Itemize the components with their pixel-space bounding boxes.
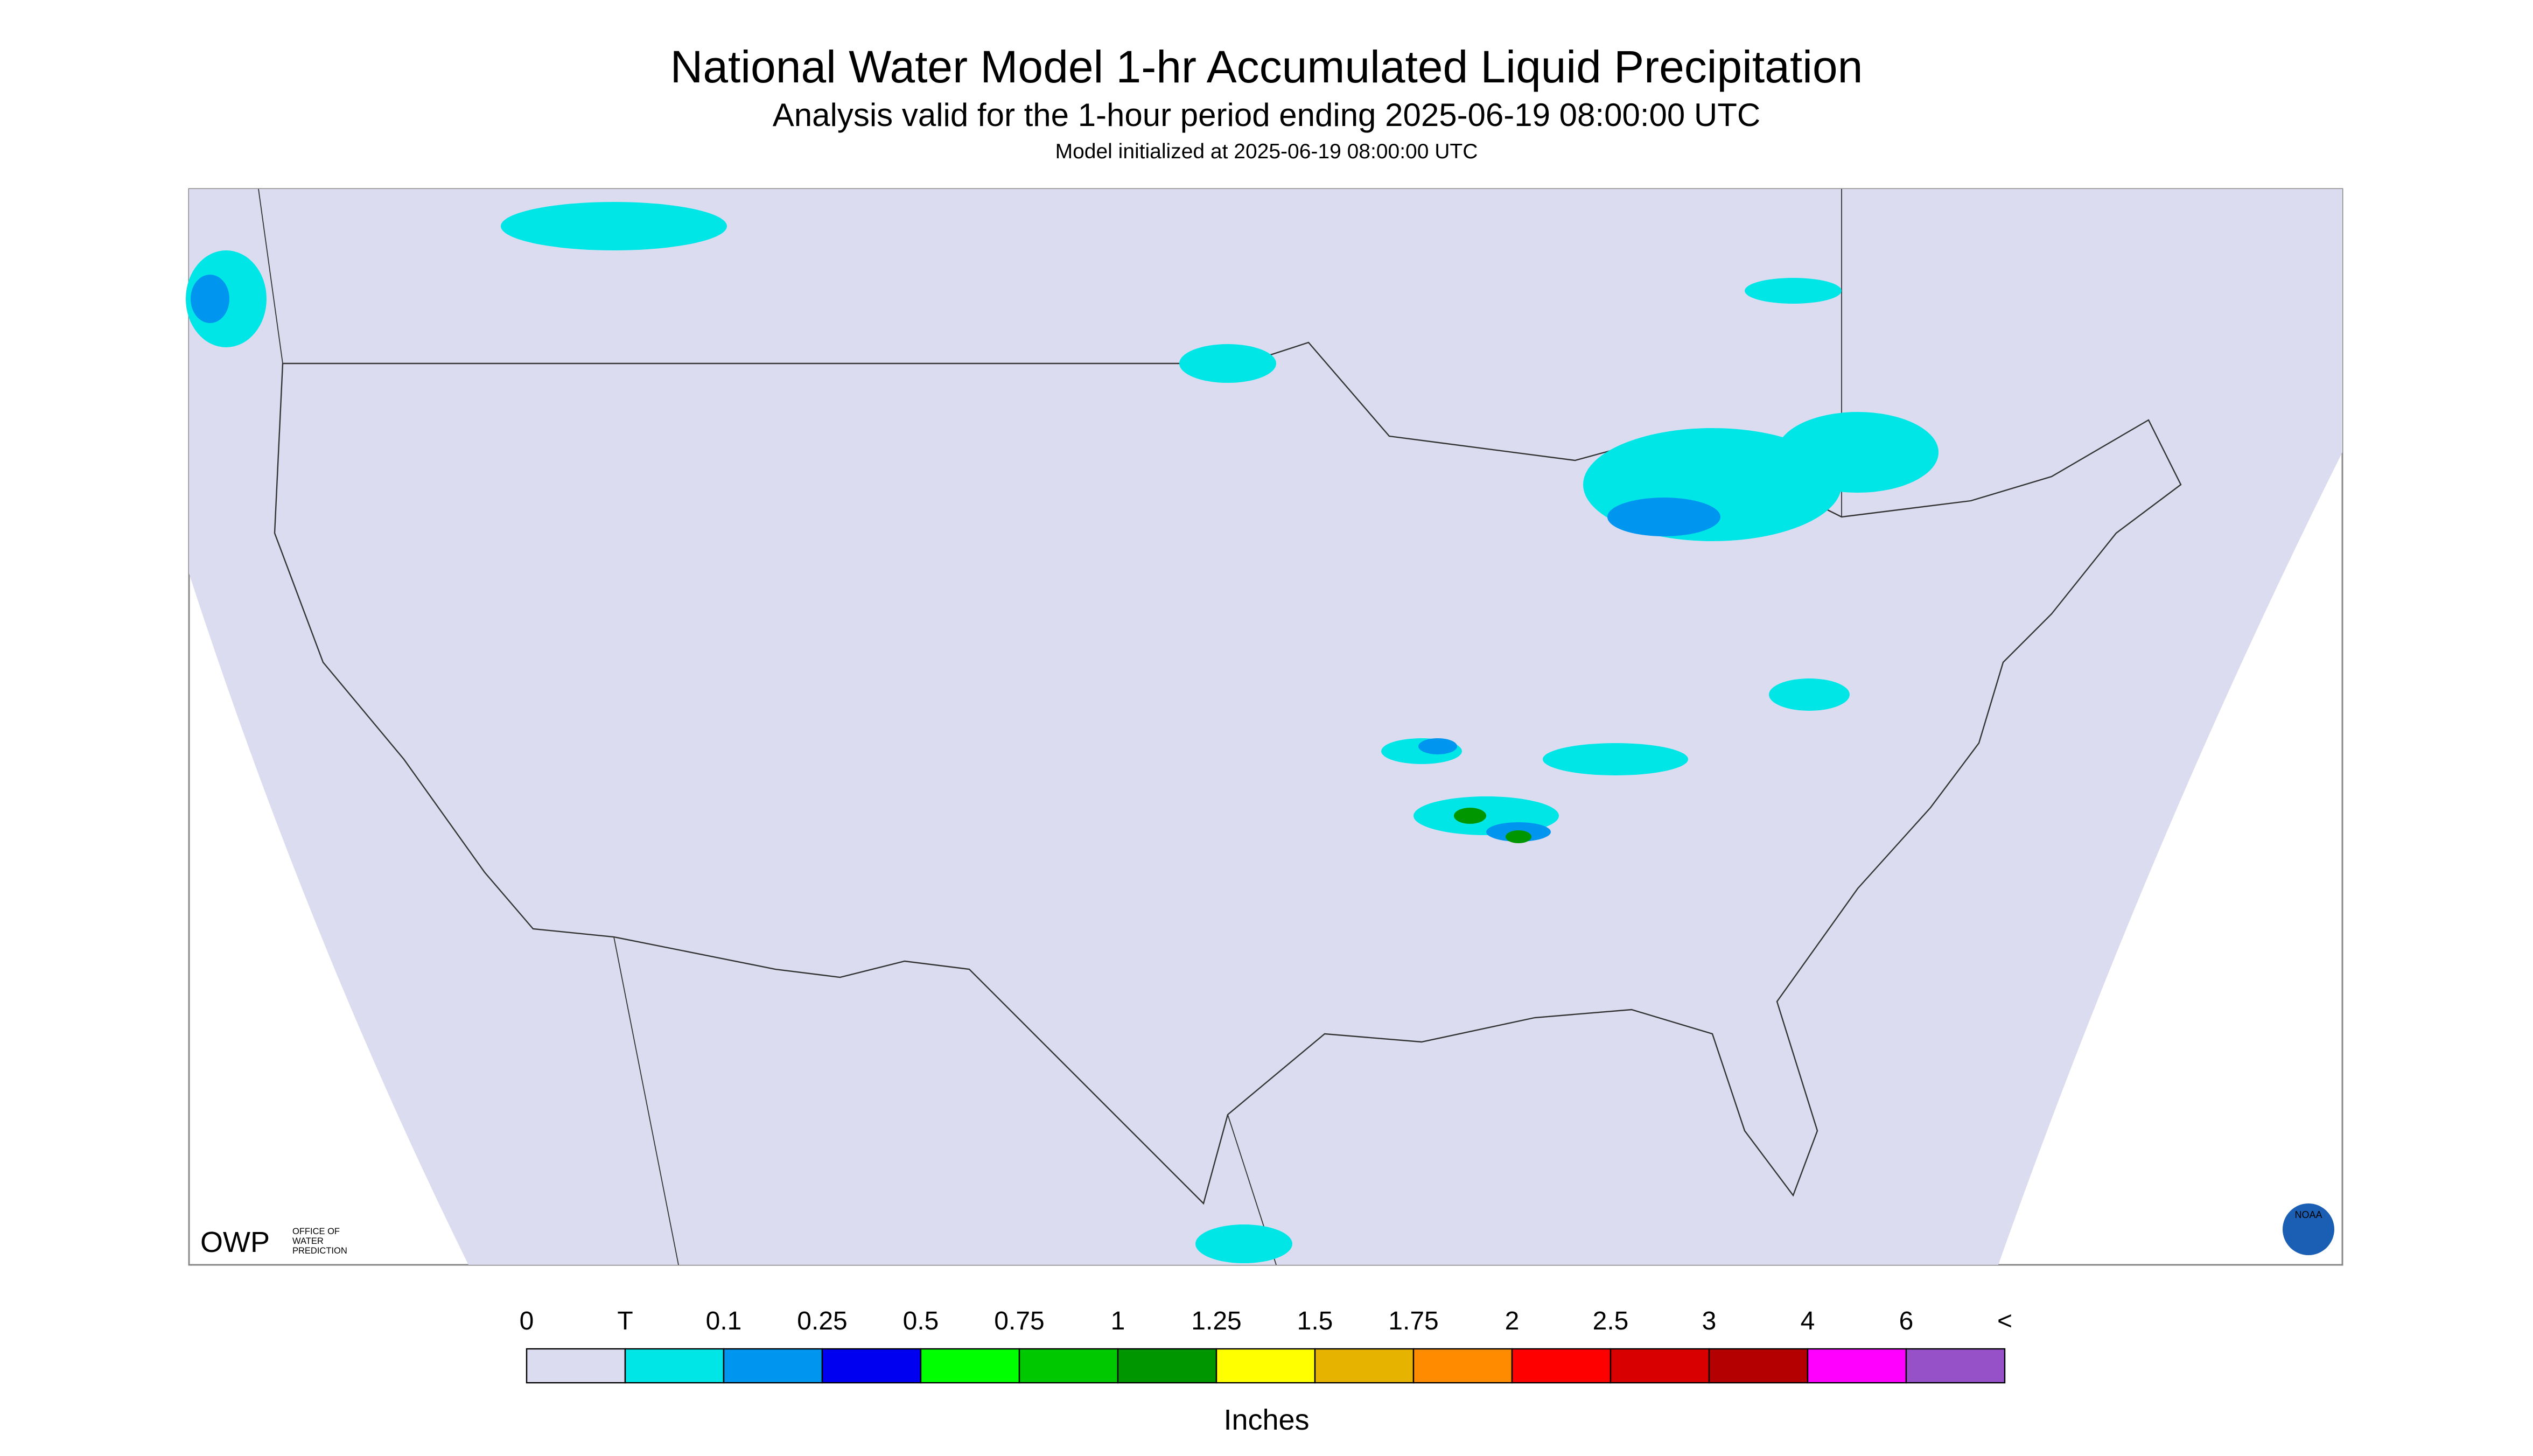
precip-area	[1769, 678, 1850, 711]
model-domain	[189, 189, 2342, 1265]
legend-swatch	[1314, 1348, 1415, 1384]
precip-area	[1745, 278, 1842, 304]
precip-area	[1506, 830, 1531, 844]
legend-label: T	[617, 1307, 633, 1335]
precip-area	[191, 275, 229, 324]
legend-swatch	[1610, 1348, 1710, 1384]
precip-area	[1179, 344, 1276, 383]
legend-swatch	[920, 1348, 1020, 1384]
precip-area	[501, 202, 727, 251]
precip-area	[1543, 743, 1688, 776]
legend-swatch	[1807, 1348, 1907, 1384]
precip-area	[1195, 1224, 1292, 1264]
legend-label: 4	[1801, 1307, 1815, 1335]
legend-label: 0.75	[994, 1307, 1044, 1335]
precip-areas	[186, 202, 1939, 1264]
legend-swatch	[1708, 1348, 1809, 1384]
legend-swatch	[821, 1348, 922, 1384]
legend-swatch	[1018, 1348, 1119, 1384]
legend-label: 2.5	[1593, 1307, 1629, 1335]
legend-label: 1.5	[1297, 1307, 1333, 1335]
owp-logo: OWP	[200, 1226, 270, 1258]
precip-area	[1418, 738, 1457, 755]
legend-swatch	[1905, 1348, 2006, 1384]
owp-name-line: PREDICTION	[292, 1246, 347, 1256]
noaa-logo	[2283, 1203, 2334, 1256]
legend-label: 1	[1111, 1307, 1125, 1335]
init-note: Model initialized at 2025-06-19 08:00:00…	[1055, 140, 1478, 163]
legend-swatch	[624, 1348, 725, 1384]
legend-label: <	[1997, 1307, 2012, 1335]
owp-name-line: WATER	[292, 1236, 324, 1246]
noaa-logo-text: NOAA	[2294, 1209, 2322, 1220]
legend-label: 0.25	[797, 1307, 847, 1335]
legend-label: 0.1	[706, 1307, 742, 1335]
legend-label: 2	[1505, 1307, 1520, 1335]
precip-areas-heavier	[191, 275, 1720, 842]
legend: 0 T 0.1 0.25 0.5 0.75 1 1.25 1.5 1.75 2 2.5 3 4 6 < Inch…	[520, 1307, 2012, 1436]
legend-label: 1.75	[1388, 1307, 1438, 1335]
legend-swatch	[1511, 1348, 1612, 1384]
legend-label: 3	[1702, 1307, 1717, 1335]
precip-area	[1777, 412, 1939, 493]
legend-swatch	[723, 1348, 823, 1384]
legend-swatch	[1215, 1348, 1316, 1384]
title: National Water Model 1-hr Accumulated Li…	[670, 41, 1863, 92]
legend-swatch	[1117, 1348, 1217, 1384]
precip-area	[1607, 498, 1720, 537]
legend-unit: Inches	[1223, 1404, 1309, 1436]
legend-swatch	[526, 1348, 626, 1384]
subtitle: Analysis valid for the 1-hour period end…	[773, 97, 1760, 133]
owp-name-line: OFFICE OF	[292, 1227, 340, 1236]
precip-area	[1454, 808, 1486, 824]
legend-label: 0	[520, 1307, 534, 1335]
legend-label: 1.25	[1191, 1307, 1241, 1335]
borders	[258, 188, 1842, 1265]
legend-label: 0.5	[903, 1307, 939, 1335]
legend-label: 6	[1899, 1307, 1914, 1335]
precip-areas-heaviest	[1454, 808, 1531, 844]
legend-swatch	[1412, 1348, 1513, 1384]
